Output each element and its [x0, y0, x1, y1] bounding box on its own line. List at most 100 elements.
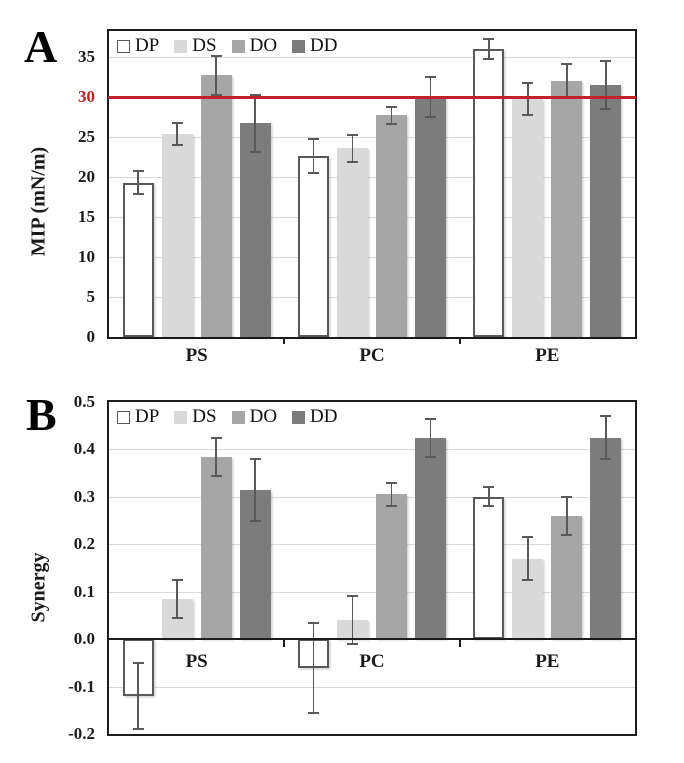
bar-pe-dd	[590, 85, 622, 337]
bar-pe-dp	[473, 49, 505, 337]
error-bar-cap	[210, 55, 222, 58]
gridline	[109, 544, 635, 546]
y-tick-label: 20	[78, 167, 95, 186]
bar-pe-ds	[512, 99, 544, 337]
error-bar-cap	[600, 457, 612, 460]
error-bar-cap	[561, 63, 573, 66]
x-category-label-pe: PE	[535, 651, 560, 673]
bar-pc-dp	[298, 156, 329, 337]
panel-label-a: A	[24, 21, 58, 72]
error-bar-cap	[171, 616, 183, 619]
error-bar-cap	[483, 57, 495, 60]
error-bar-cap	[600, 415, 612, 418]
error-bar	[254, 458, 256, 521]
error-bar	[488, 487, 490, 507]
error-bar-cap	[210, 436, 222, 439]
error-bar-cap	[425, 116, 436, 118]
error-bar-cap	[386, 105, 397, 108]
error-bar-cap	[132, 192, 144, 195]
error-bar-cap	[171, 578, 183, 581]
gridline	[109, 257, 635, 258]
gridline	[109, 217, 635, 218]
error-bar	[351, 134, 354, 162]
legend-swatch-do-icon	[231, 39, 245, 53]
x-category-label-ps: PS	[185, 651, 208, 673]
error-bar	[605, 61, 607, 109]
error-bar	[312, 139, 315, 173]
y-tick-label: 0.3	[73, 486, 95, 506]
legend-item-do: DO	[231, 35, 277, 57]
error-bar-cap	[171, 121, 183, 124]
zero-axis-line	[109, 638, 635, 641]
x-category-label-pc: PC	[359, 651, 385, 673]
x-axis-tick	[283, 337, 286, 344]
bar-pc-ds	[337, 148, 368, 337]
error-bar	[176, 122, 178, 145]
y-tick-label: 15	[78, 207, 95, 226]
error-bar	[254, 94, 256, 153]
panel-label-b: B	[26, 389, 57, 440]
bar-pc-dd	[415, 437, 446, 640]
error-bar-cap	[347, 595, 358, 598]
y-tick-label: 0.0	[73, 629, 95, 649]
error-bar	[566, 496, 568, 535]
y-tick-label: 0.2	[73, 534, 95, 554]
bar-ps-do	[200, 75, 232, 337]
error-bar-cap	[483, 38, 495, 41]
error-bar-cap	[522, 114, 534, 117]
bar-ps-dp	[122, 182, 154, 337]
gridline	[109, 591, 635, 593]
legend-label-ds: DS	[192, 35, 217, 56]
legend-item-dd: DD	[292, 35, 338, 57]
x-axis-tick	[283, 640, 286, 648]
bar-pc-do	[376, 115, 407, 337]
legend-label-dp: DP	[135, 406, 160, 427]
gridline	[109, 686, 635, 688]
bar-pe-do	[551, 515, 583, 640]
legend-swatch-do-icon	[231, 410, 245, 424]
legend-label-ds: DS	[192, 406, 217, 427]
error-bar-cap	[210, 474, 222, 477]
error-bar-cap	[308, 711, 319, 714]
y-tick-label: 0.4	[73, 439, 95, 459]
y-tick-label: -0.2	[68, 724, 95, 743]
legend-item-ds: DS	[174, 406, 217, 428]
error-bar	[312, 622, 315, 713]
error-bar	[390, 482, 393, 507]
legend: DP DS DO DD	[117, 35, 338, 57]
gridline	[109, 496, 635, 498]
error-bar-cap	[522, 578, 534, 581]
legend-swatch-ds-icon	[174, 39, 188, 53]
error-bar-cap	[308, 172, 319, 174]
bar-ps-ds	[161, 133, 193, 337]
plot-area-a: 0 5 10 15 20 25 30 35 PS PC PE DP DS DO DD	[78, 29, 637, 366]
legend-swatch-dd-icon	[292, 39, 306, 53]
error-bar-cap	[347, 133, 358, 136]
reference-line	[108, 95, 636, 99]
y-tick-label: 0.1	[73, 581, 95, 601]
error-bar-cap	[522, 82, 534, 85]
x-category-label-pc: PC	[359, 345, 385, 366]
x-axis-tick	[458, 337, 461, 344]
legend-label-dd: DD	[310, 35, 338, 56]
error-bar	[429, 418, 432, 457]
legend-label-dp: DP	[135, 35, 160, 56]
error-bar-cap	[425, 76, 436, 78]
y-tick-label: -0.1	[68, 676, 95, 696]
error-bar-cap	[347, 160, 358, 163]
error-bar-cap	[561, 495, 573, 498]
error-bar	[215, 56, 217, 95]
error-bar	[527, 83, 529, 116]
bar-pc-do	[376, 494, 407, 640]
legend-item-ds: DS	[174, 35, 217, 57]
y-tick-label: 5	[86, 287, 96, 306]
error-bar-cap	[600, 108, 612, 110]
error-bar-cap	[561, 533, 573, 536]
error-bar-cap	[308, 138, 319, 141]
bar-pe-dd	[590, 437, 622, 640]
legend-swatch-dp-icon	[117, 410, 130, 424]
gridline	[109, 137, 635, 138]
legend-item-do: DO	[231, 406, 277, 428]
legend-swatch-dd-icon	[292, 410, 306, 424]
